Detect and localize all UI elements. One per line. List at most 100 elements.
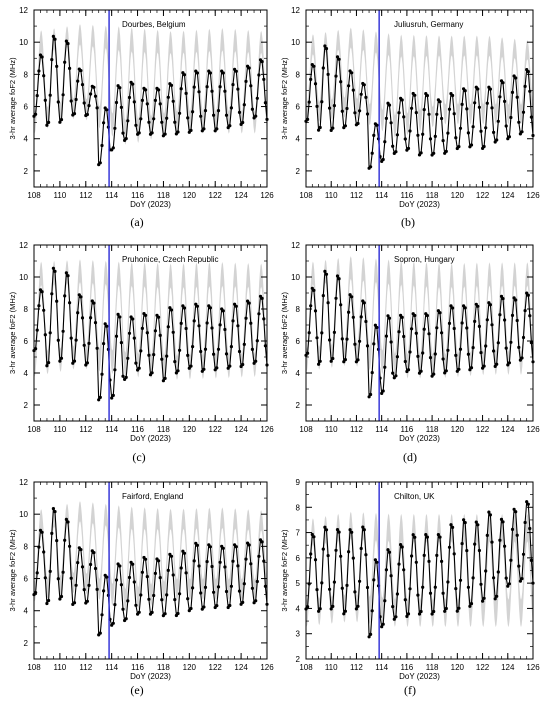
data-point [74, 97, 78, 102]
station-label: Pruhonice, Czech Republic [122, 255, 219, 264]
data-point [318, 607, 322, 611]
data-point [387, 316, 392, 320]
data-point [127, 331, 132, 335]
data-point [331, 604, 335, 609]
data-point [476, 87, 480, 91]
data-point [473, 319, 477, 323]
data-point [323, 269, 327, 273]
data-point [82, 588, 86, 592]
data-point [102, 342, 106, 346]
data-point [161, 379, 165, 383]
data-point [87, 583, 91, 588]
data-point [160, 120, 164, 124]
data-point [356, 121, 360, 126]
data-point [506, 584, 510, 588]
data-point [310, 532, 314, 537]
y-tick-label: 2 [296, 655, 301, 664]
data-point [358, 579, 362, 583]
data-point [48, 331, 52, 335]
data-point [326, 72, 330, 76]
data-point [410, 554, 414, 558]
data-point [422, 553, 426, 558]
data-point [460, 102, 464, 106]
data-point [150, 371, 154, 375]
data-point [247, 66, 251, 70]
x-tick-label: 124 [234, 425, 248, 434]
data-point [244, 316, 248, 320]
data-point [145, 575, 149, 579]
data-point [492, 130, 496, 134]
data-point [343, 124, 347, 128]
data-point [224, 589, 229, 594]
data-point [118, 315, 122, 319]
data-point [127, 95, 132, 100]
y-tick-label: 4 [296, 369, 301, 378]
data-point [503, 99, 507, 103]
data-point [405, 614, 409, 619]
data-point [422, 108, 426, 112]
data-point [45, 123, 49, 127]
data-point [463, 306, 467, 310]
data-point [34, 347, 38, 351]
data-point [419, 151, 423, 155]
y-tick-label: 4 [296, 135, 301, 144]
data-point [66, 520, 70, 524]
data-point [514, 76, 518, 80]
y-tick-label: 2 [24, 401, 29, 410]
x-tick-label: 122 [476, 191, 490, 200]
y-tick-label: 2 [24, 639, 29, 648]
y-tick-label: 12 [19, 6, 28, 15]
data-point [85, 112, 89, 117]
y-tick-label: 10 [19, 38, 28, 47]
data-point [229, 584, 233, 588]
data-point [249, 562, 253, 566]
data-point [454, 136, 458, 140]
y-tick-label: 6 [296, 554, 301, 563]
data-point [446, 580, 450, 584]
data-point [362, 528, 366, 532]
x-tick-label: 112 [79, 663, 92, 672]
data-point [447, 545, 452, 549]
data-point [262, 317, 266, 321]
data-point [375, 123, 379, 127]
data-point [111, 393, 115, 397]
y-axis-label: 3-hr average foF2 (MHz) [8, 291, 17, 374]
data-point [114, 334, 119, 338]
data-point [250, 586, 254, 590]
data-point [59, 594, 64, 599]
y-tick-label: 9 [296, 478, 301, 487]
data-point [137, 610, 141, 614]
data-point [234, 69, 238, 73]
data-point [383, 365, 387, 369]
data-point [373, 323, 377, 327]
data-point [523, 84, 527, 88]
data-point [365, 112, 370, 116]
data-point [477, 324, 481, 328]
data-point [451, 93, 455, 98]
data-point [236, 564, 240, 568]
data-point [131, 317, 135, 321]
data-point [362, 83, 366, 87]
data-point [331, 356, 335, 361]
data-point [469, 602, 474, 606]
data-point [35, 94, 39, 98]
data-point [383, 599, 387, 603]
data-point [254, 359, 258, 363]
data-point [372, 342, 376, 346]
data-point [471, 125, 475, 129]
data-point [74, 583, 78, 587]
data-point [114, 100, 119, 105]
data-point [87, 341, 91, 345]
y-axis-label: 3-hr average foF2 (MHz) [280, 57, 289, 140]
data-point [105, 108, 109, 112]
y-tick-label: 10 [19, 510, 28, 519]
data-point [413, 93, 417, 97]
y-tick-label: 10 [19, 273, 28, 282]
data-point [317, 128, 321, 132]
data-point [231, 319, 235, 323]
data-point [369, 632, 373, 637]
data-point [137, 366, 141, 370]
x-tick-label: 126 [260, 663, 274, 672]
data-point [179, 321, 183, 325]
data-point [498, 95, 502, 99]
